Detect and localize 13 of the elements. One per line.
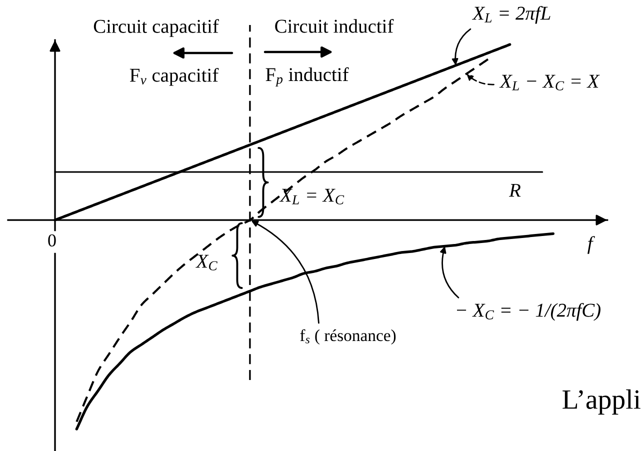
series-label: R xyxy=(508,184,521,197)
annotation: f$_{s}$ ( résonance) xyxy=(300,329,396,345)
annotation: L’appli xyxy=(562,389,640,415)
text: − X$_{C}$ = − 1/(2πfC) xyxy=(457,302,600,321)
text: Circuit inductif xyxy=(275,18,394,33)
annotation: 0 xyxy=(48,234,56,247)
legend-label: X$_{L}$ − X$_{C}$ = X xyxy=(499,74,600,90)
annotation: X$_{C}$ xyxy=(196,254,218,270)
annotation: F$_{p}$ inductif xyxy=(266,67,349,87)
annotation: F$_{ν}$ capacitif xyxy=(130,68,219,86)
x-axis-title: f xyxy=(588,236,595,254)
series-label: X$_{L}$ = 2πfL xyxy=(472,6,550,24)
text: Circuit capacitif xyxy=(94,19,219,37)
